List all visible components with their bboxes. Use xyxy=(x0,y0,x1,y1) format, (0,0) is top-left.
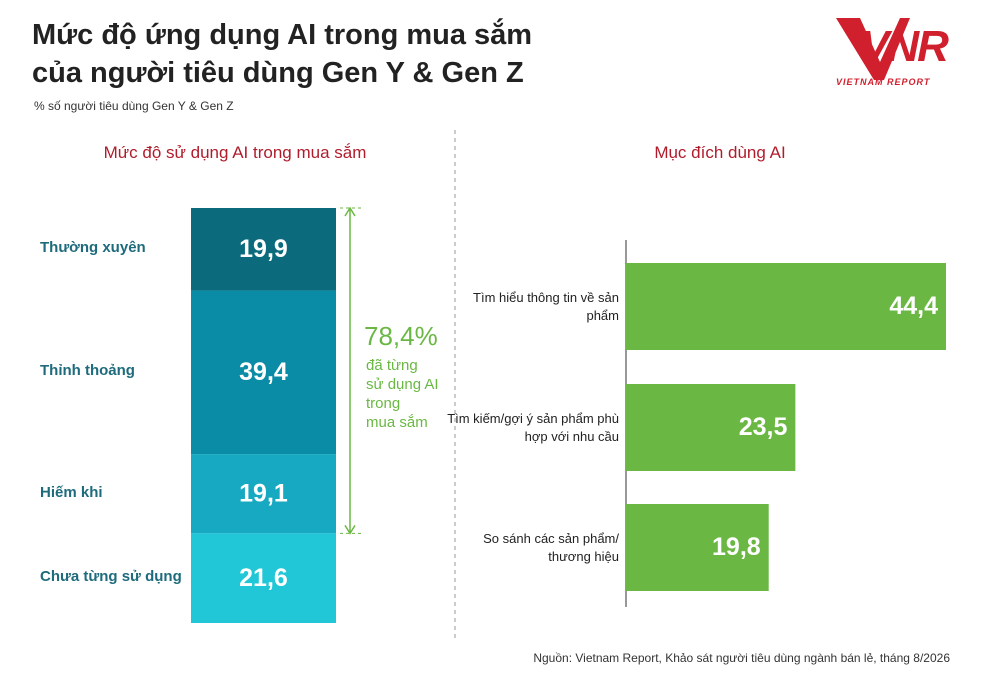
value-label: 44,4 xyxy=(889,292,938,320)
value-label: 21,6 xyxy=(239,564,288,592)
value-label: 39,4 xyxy=(239,358,288,386)
category-label: Thỉnh thoảng xyxy=(40,362,135,380)
bracket-arrow xyxy=(344,206,356,535)
value-label: 19,1 xyxy=(239,479,288,507)
bar-segment xyxy=(191,533,336,623)
bar-segment xyxy=(191,208,336,291)
category-label: Hiếm khi xyxy=(40,483,103,501)
title-line: của người tiêu dùng Gen Y & Gen Z xyxy=(32,57,524,89)
annotation-text: mua sắm xyxy=(366,414,428,431)
bar-segment xyxy=(191,454,336,534)
category-label: Thường xuyên xyxy=(40,239,146,257)
annotation-text: đã từng xyxy=(366,357,418,374)
panel-title: Mức độ sử dụng AI trong mua sắm xyxy=(103,143,367,162)
category-label: So sánh các sản phẩm/ thương hiệu xyxy=(483,530,619,564)
value-label: 19,8 xyxy=(712,533,761,561)
annotation-value: 78,4% xyxy=(364,321,438,351)
value-label: 19,9 xyxy=(239,235,288,263)
category-label: Tìm kiếm/gợi ý sản phẩm phù hợp với nhu … xyxy=(447,410,619,444)
bar xyxy=(626,263,946,350)
category-label: Chưa từng sử dụng xyxy=(40,568,182,586)
title-line: Mức độ ứng dụng AI trong mua sắm xyxy=(32,19,533,51)
annotation-text: sử dụng AI xyxy=(366,376,439,393)
subtitle: % số người tiêu dùng Gen Y & Gen Z xyxy=(34,99,234,113)
panel-title: Mục đích dùng AI xyxy=(654,143,786,162)
value-label: 23,5 xyxy=(739,413,788,441)
source: Nguồn: Vietnam Report, Khảo sát người ti… xyxy=(533,651,950,665)
bar xyxy=(626,384,796,471)
bar-segment xyxy=(191,290,336,455)
title: Mức độ ứng dụng AI trong mua sắm của ngư… xyxy=(32,16,532,92)
logo-mark xyxy=(836,18,910,80)
logo-name: VNR xyxy=(860,22,949,71)
bar xyxy=(626,504,769,591)
logo-tagline: VIETNAM REPORT xyxy=(836,77,931,87)
category-label: Tìm hiểu thông tin về sản phẩm xyxy=(473,289,619,323)
annotation-text: trong xyxy=(366,395,401,412)
